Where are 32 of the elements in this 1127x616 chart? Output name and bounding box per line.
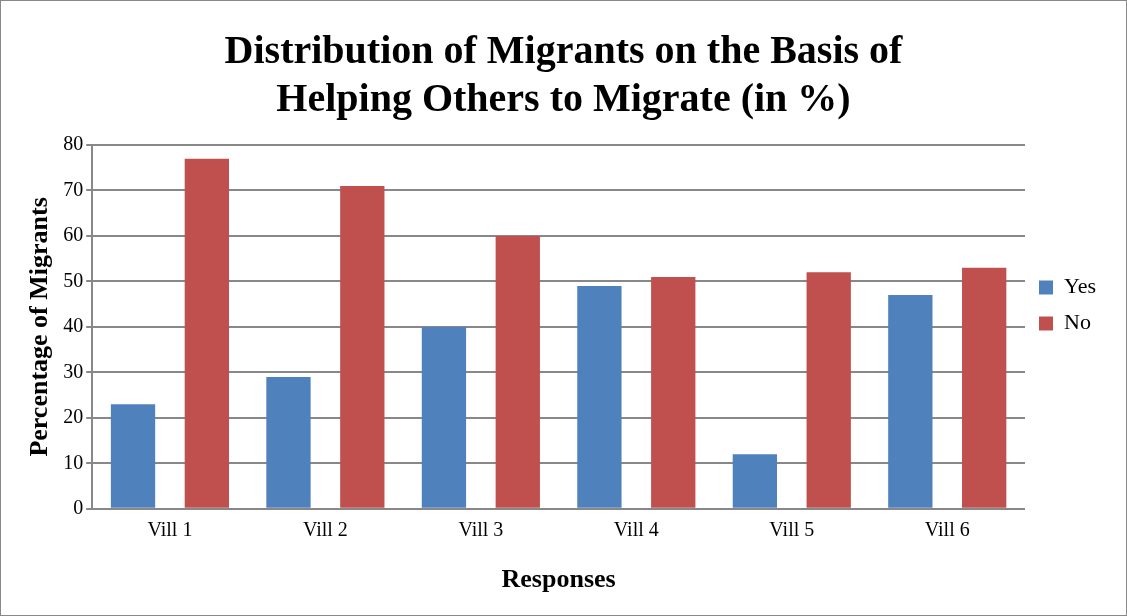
legend-label: No <box>1063 309 1091 335</box>
bar <box>806 272 851 508</box>
y-tick-label: 40 <box>63 314 84 337</box>
x-tick-label: Vill 1 <box>147 518 193 541</box>
y-tick-label: 20 <box>63 405 84 428</box>
y-tick-label: 80 <box>63 132 84 155</box>
bar <box>495 235 540 508</box>
y-tick-label: 0 <box>73 496 84 519</box>
x-axis-title: Responses <box>501 564 616 594</box>
bar <box>110 404 156 508</box>
y-tick-label: 60 <box>63 223 84 246</box>
x-tick-label: Vill 5 <box>769 518 815 541</box>
bar <box>651 276 696 508</box>
x-tick-label: Vill 3 <box>458 518 504 541</box>
bar <box>732 454 778 508</box>
bar <box>266 376 311 508</box>
x-tick-label: Vill 6 <box>924 518 970 541</box>
y-tick-label: 10 <box>63 450 84 473</box>
bar <box>184 158 230 508</box>
bar <box>962 267 1007 508</box>
x-tick-label: Vill 4 <box>613 518 659 541</box>
bar <box>888 295 933 508</box>
y-tick-label: 30 <box>63 359 84 382</box>
y-tick-label: 50 <box>63 268 84 291</box>
chart-title: Distribution of Migrants on the Basis of Helping Others to Migrate (in %) <box>224 27 904 121</box>
legend-label: Yes <box>1063 273 1096 299</box>
x-tick-label: Vill 2 <box>302 518 348 541</box>
bar <box>577 285 622 508</box>
y-axis-title: Percentage of Migrants <box>24 197 54 457</box>
bar <box>340 185 385 508</box>
y-tick-label: 70 <box>63 177 84 200</box>
bar <box>421 326 467 508</box>
